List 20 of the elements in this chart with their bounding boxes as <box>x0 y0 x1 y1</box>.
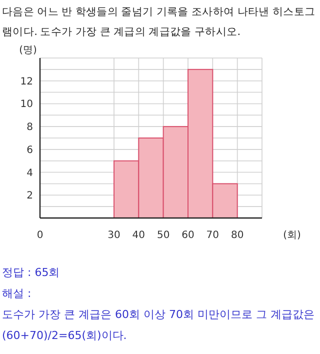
y-tick-label: 2 <box>26 190 33 202</box>
text: 정답 : 65회 <box>2 265 61 281</box>
y-tick-label: 10 <box>20 99 33 110</box>
x-axis-title: (회) <box>283 230 301 241</box>
chart-title: 다음은 어느 반 학생들의 줄넘기 기록을 조사하여 나타낸 히스토그램이다. 도수가 가장 큰 계급의 계급값을 구하시오. <box>2 5 316 40</box>
x-tick-label: 70 <box>206 230 220 241</box>
x-tick-label: 80 <box>230 230 244 241</box>
x-tick-label: 30 <box>108 230 120 241</box>
y-axis-title: (명) <box>19 45 37 56</box>
x-tick-label: 40 <box>132 230 146 241</box>
x-tick-label: 0 <box>36 230 44 241</box>
text: (60+70)/2=65(회)이다. <box>2 328 128 344</box>
text: 도수가 가장 큰 계급은 60회 이상 70회 미만이므로 그 계급값은 <box>2 307 316 323</box>
x-tick-label: 50 <box>156 230 170 241</box>
text: 해설 : <box>2 286 32 302</box>
y-tick-label: 6 <box>26 144 33 156</box>
y-tick-label: 4 <box>26 168 33 179</box>
y-tick-label: 8 <box>26 122 33 134</box>
y-tick-label: 12 <box>20 76 33 88</box>
x-tick-label: 60 <box>182 230 194 241</box>
